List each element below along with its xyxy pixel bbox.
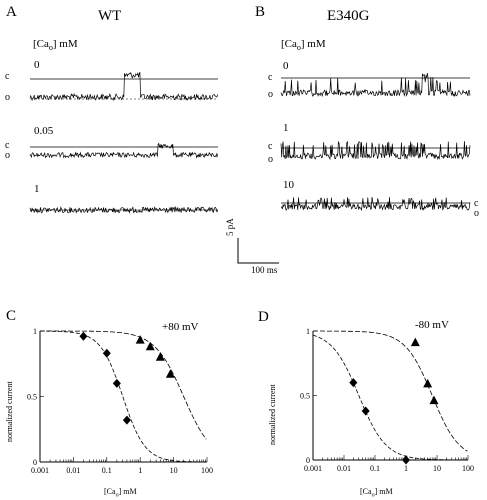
state-open-b3: o: [474, 208, 479, 219]
plot-d-x-tick-label: 100: [462, 464, 474, 473]
plot-c-point-diamond: [79, 331, 88, 341]
plot-d-fit-curve-triangle: [313, 330, 468, 452]
plot-c-y-tick-label: 1: [33, 327, 37, 336]
plot-d-point-triangle: [423, 378, 433, 388]
plot-c-x-tick-label: 100: [201, 466, 213, 475]
state-closed-b3: c: [474, 198, 479, 209]
plot-c-point-diamond: [112, 378, 121, 388]
plot-c-point-diamond: [122, 415, 131, 425]
plot-c-point-triangle: [155, 352, 165, 361]
plot-d-fit-curve-diamond: [312, 334, 468, 461]
plot-c-y-tick-label: 0.5: [27, 393, 37, 402]
state-open-a2: o: [5, 150, 10, 161]
panel-letter-b: B: [255, 4, 266, 20]
plot-c-y-tick-label: 0: [33, 458, 37, 467]
plot-d-x-tick-label: 0.01: [337, 464, 351, 473]
plot-d-x-tick-label: 0.1: [370, 464, 380, 473]
plot-d-x-tick-label: 10: [433, 464, 441, 473]
plot-c-x-tick-label: 1: [138, 466, 142, 475]
voltage-label-d: -80 mV: [415, 319, 449, 331]
plot-d-x-tick-label: 0.001: [304, 464, 322, 473]
state-open-a1: o: [5, 92, 10, 103]
plot-c-point-diamond: [102, 348, 111, 358]
state-closed-b1: c: [268, 72, 273, 83]
current-trace-a2: [29, 142, 218, 159]
plot-c-point-triangle: [165, 369, 175, 378]
xaxis-label-d: [Cao] mM: [360, 487, 393, 499]
conc-label-b3: 10: [283, 179, 294, 191]
plot-d-point-triangle: [410, 337, 420, 347]
conc-label-a2: 0.05: [34, 125, 54, 137]
panel-title-wt: WT: [98, 8, 122, 24]
plot-c-x-tick-label: 0.001: [31, 466, 49, 475]
plot-c-point-triangle: [145, 341, 155, 351]
state-open-b1: o: [268, 89, 273, 100]
plot-c-point-triangle: [135, 335, 145, 344]
scalebar-time-label: 100 ms: [251, 265, 278, 275]
plot-d-point-triangle: [429, 395, 439, 405]
plot-c-x-tick-label: 0.01: [66, 466, 80, 475]
conc-label-a1: 0: [34, 59, 40, 71]
plot-d-point-diamond: [361, 406, 370, 416]
state-closed-b2: c: [268, 141, 273, 152]
panel-title-e340g: E340G: [327, 8, 370, 24]
plot-d-y-tick-label: 0.5: [300, 392, 310, 401]
plot-c-fit-curve-diamond: [40, 330, 207, 463]
current-trace-a3: [29, 205, 218, 214]
plot-c-x-tick-label: 0.1: [102, 466, 112, 475]
conc-header-a: [Cao] mM: [33, 38, 78, 53]
panel-letter-d: D: [258, 309, 269, 325]
plot-d-y-tick-label: 1: [306, 327, 310, 336]
current-trace-b1: [280, 73, 471, 98]
panel-letter-c: C: [6, 308, 17, 324]
state-open-b2: o: [268, 154, 273, 165]
xaxis-label-c: [Cao] mM: [104, 487, 137, 499]
current-trace-a1: [29, 71, 218, 102]
plot-c-fit-curve-triangle: [40, 330, 207, 440]
plot-d-point-diamond: [402, 455, 410, 465]
conc-label-b1: 0: [283, 60, 289, 72]
state-closed-a1: c: [5, 71, 10, 82]
state-closed-a2: c: [5, 140, 10, 151]
plot-d-x-tick-label: 1: [404, 464, 408, 473]
conc-label-a3: 1: [34, 183, 40, 195]
plot-d-point-diamond: [349, 378, 358, 388]
scalebar: [237, 238, 279, 264]
plot-d-y-tick-label: 0: [306, 456, 310, 465]
conc-label-b2: 1: [283, 122, 289, 134]
current-trace-b2: [280, 140, 471, 161]
panel-letter-a: A: [6, 4, 17, 20]
voltage-label-c: +80 mV: [162, 321, 199, 333]
plot-c-x-tick-label: 10: [170, 466, 178, 475]
current-trace-b3: [280, 196, 471, 212]
conc-header-b: [Cao] mM: [281, 38, 326, 53]
